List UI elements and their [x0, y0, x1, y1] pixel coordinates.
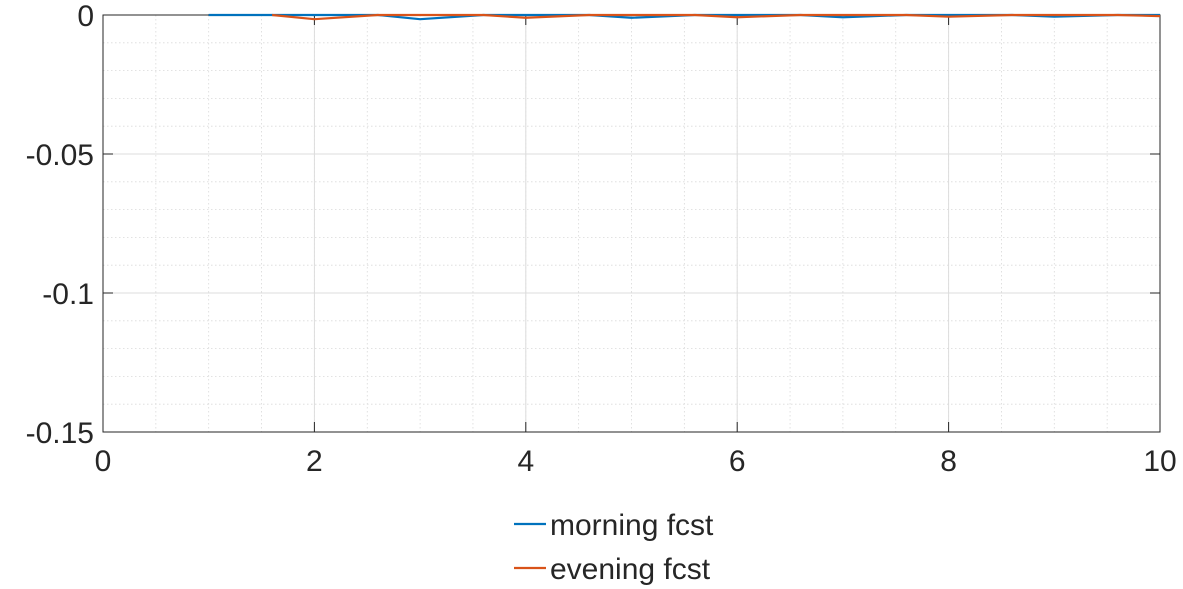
- x-tick-label: 0: [95, 445, 112, 478]
- x-tick-label: 4: [517, 445, 534, 478]
- x-tick-label: 10: [1143, 445, 1176, 478]
- x-tick-labels: 0 2 4 6 8 10: [95, 445, 1177, 478]
- x-tick-label: 8: [940, 445, 957, 478]
- minor-grid: [102, 14, 1161, 433]
- legend-label: morning fcst: [550, 509, 714, 542]
- y-tick-label: -0.1: [42, 278, 94, 311]
- y-tick-label: -0.05: [26, 139, 94, 172]
- x-tick-label: 2: [306, 445, 323, 478]
- x-tick-label: 6: [729, 445, 746, 478]
- y-tick-label: -0.15: [26, 417, 94, 450]
- series-line-evening: [272, 13, 1161, 21]
- y-tick-labels: -0.15 -0.1 -0.05 0: [26, 0, 94, 450]
- y-tick-label: 0: [77, 0, 94, 33]
- series-lines: [208, 13, 1161, 21]
- legend-label: evening fcst: [550, 553, 711, 586]
- legend: morning fcst evening fcst: [514, 509, 714, 586]
